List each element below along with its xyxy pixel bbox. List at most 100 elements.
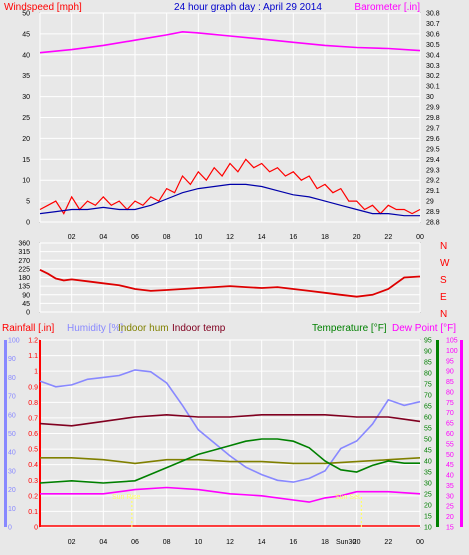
direction-tick-label: 90: [22, 292, 30, 299]
compass-n-bottom: N: [440, 309, 447, 320]
rainfall-tick-label: 0.5: [28, 447, 38, 454]
barometer-tick-label: 30.1: [426, 84, 440, 91]
temperature-tick-label: 80: [424, 371, 432, 378]
windspeed-tick-label: 30: [22, 94, 30, 101]
direction-tick-label: 360: [18, 241, 30, 248]
temperature-tick-label: 15: [424, 514, 432, 521]
compass-n-top: N: [440, 241, 447, 252]
rainfall-axis-bar: [39, 340, 41, 527]
rainfall-tick-label: 0.9: [28, 384, 38, 391]
windspeed-axis-title: Windspeed [mph]: [4, 2, 82, 13]
windspeed-tick-label: 45: [22, 31, 30, 38]
barometer-tick-label: 29.6: [426, 136, 440, 143]
rainfall-tick-label: 0.2: [28, 493, 38, 500]
rainfall-axis-title: Rainfall [.in]: [2, 323, 54, 334]
x-tick-label: 16: [289, 539, 297, 546]
rainfall-tick-label: 0: [34, 525, 38, 532]
rainfall-tick-label: 1.2: [28, 338, 38, 345]
x-tick-label: 00: [416, 234, 424, 241]
humidity-axis-title: Humidity [%]: [67, 323, 123, 334]
barometer-tick-label: 29.5: [426, 146, 440, 153]
barometer-tick-label: 30.5: [426, 42, 440, 49]
x-tick-label: 04: [99, 234, 107, 241]
rainfall-tick-label: 0.4: [28, 462, 38, 469]
windspeed-tick-label: 40: [22, 52, 30, 59]
x-tick-label: 04: [99, 539, 107, 546]
dewpoint-tick-label: 40: [446, 473, 454, 480]
series-wind-avg: [39, 183, 420, 217]
barometer-tick-label: 29.7: [426, 125, 440, 132]
x-tick-label: 18: [321, 234, 329, 241]
barometer-tick-label: 28.8: [426, 220, 440, 227]
temperature-tick-label: 75: [424, 382, 432, 389]
dewpoint-tick-label: 30: [446, 493, 454, 500]
dewpoint-tick-label: 50: [446, 452, 454, 459]
temperature-tick-label: 40: [424, 459, 432, 466]
temperature-axis-bar: [436, 340, 439, 527]
temperature-tick-label: 35: [424, 470, 432, 477]
x-tick-label: 02: [68, 234, 76, 241]
rainfall-tick-label: 0.7: [28, 415, 38, 422]
humidity-tick-label: 100: [8, 338, 20, 345]
humidity-tick-label: 10: [8, 506, 16, 513]
direction-tick-label: 315: [18, 249, 30, 256]
dewpoint-tick-label: 90: [446, 369, 454, 376]
temperature-tick-label: 85: [424, 360, 432, 367]
humidity-tick-label: 70: [8, 394, 16, 401]
series-dew-point: [40, 486, 421, 503]
x-tick-label: 06: [131, 234, 139, 241]
windspeed-tick-label: 25: [22, 115, 30, 122]
x-tick-label: 22: [384, 539, 392, 546]
barometer-tick-label: 28.9: [426, 209, 440, 216]
x-tick-label: 00: [416, 539, 424, 546]
x-tick-label: 22: [384, 234, 392, 241]
dewpoint-tick-label: 45: [446, 462, 454, 469]
temperature-tick-label: 90: [424, 349, 432, 356]
dewpoint-tick-label: 95: [446, 358, 454, 365]
dewpoint-tick-label: 55: [446, 441, 454, 448]
barometer-tick-label: 29.2: [426, 178, 440, 185]
series-indoor-temp: [39, 413, 421, 427]
x-tick-label: 10: [194, 539, 202, 546]
sunset-label: Sun Set: [335, 494, 360, 501]
barometer-tick-label: 29.4: [426, 157, 440, 164]
sunrise-label: Sun Rise: [112, 494, 141, 501]
wind-panel-grid: [39, 12, 421, 223]
dewpoint-tick-label: 35: [446, 483, 454, 490]
barometer-tick-label: 30.7: [426, 21, 440, 28]
temperature-tick-label: 30: [424, 481, 432, 488]
rainfall-tick-label: 0.8: [28, 400, 38, 407]
barometer-tick-label: 30: [426, 94, 434, 101]
barometer-tick-label: 30.3: [426, 63, 440, 70]
barometer-tick-label: 30.6: [426, 31, 440, 38]
barometer-tick-label: 30.4: [426, 52, 440, 59]
humidity-tick-label: 50: [8, 431, 16, 438]
temperature-tick-label: 20: [424, 503, 432, 510]
sunset-tick-label: Sun30: [336, 539, 356, 546]
humidity-tick-label: 30: [8, 468, 16, 475]
windspeed-tick-label: 50: [22, 11, 30, 18]
barometer-tick-label: 29.8: [426, 115, 440, 122]
temperature-tick-label: 50: [424, 437, 432, 444]
compass-w: W: [440, 258, 450, 269]
barometer-tick-label: 29.9: [426, 105, 440, 112]
series-layer: [39, 30, 421, 527]
dewpoint-tick-label: 105: [446, 338, 458, 345]
x-tick-label: 18: [321, 539, 329, 546]
direction-tick-label: 180: [18, 275, 30, 282]
windspeed-tick-label: 10: [22, 178, 30, 185]
series-humidity: [39, 369, 421, 483]
temperature-tick-label: 65: [424, 404, 432, 411]
temperature-tick-label: 60: [424, 415, 432, 422]
dewpoint-tick-label: 25: [446, 504, 454, 511]
x-tick-label: 06: [131, 539, 139, 546]
barometer-tick-label: 29.3: [426, 167, 440, 174]
temperature-tick-label: 70: [424, 393, 432, 400]
compass-e: E: [440, 292, 447, 303]
rainfall-tick-label: 0.1: [28, 509, 38, 516]
humidity-tick-label: 90: [8, 356, 16, 363]
direction-tick-label: 45: [22, 301, 30, 308]
direction-panel-grid: [39, 242, 421, 313]
humidity-tick-label: 80: [8, 375, 16, 382]
x-tick-label: 16: [289, 234, 297, 241]
